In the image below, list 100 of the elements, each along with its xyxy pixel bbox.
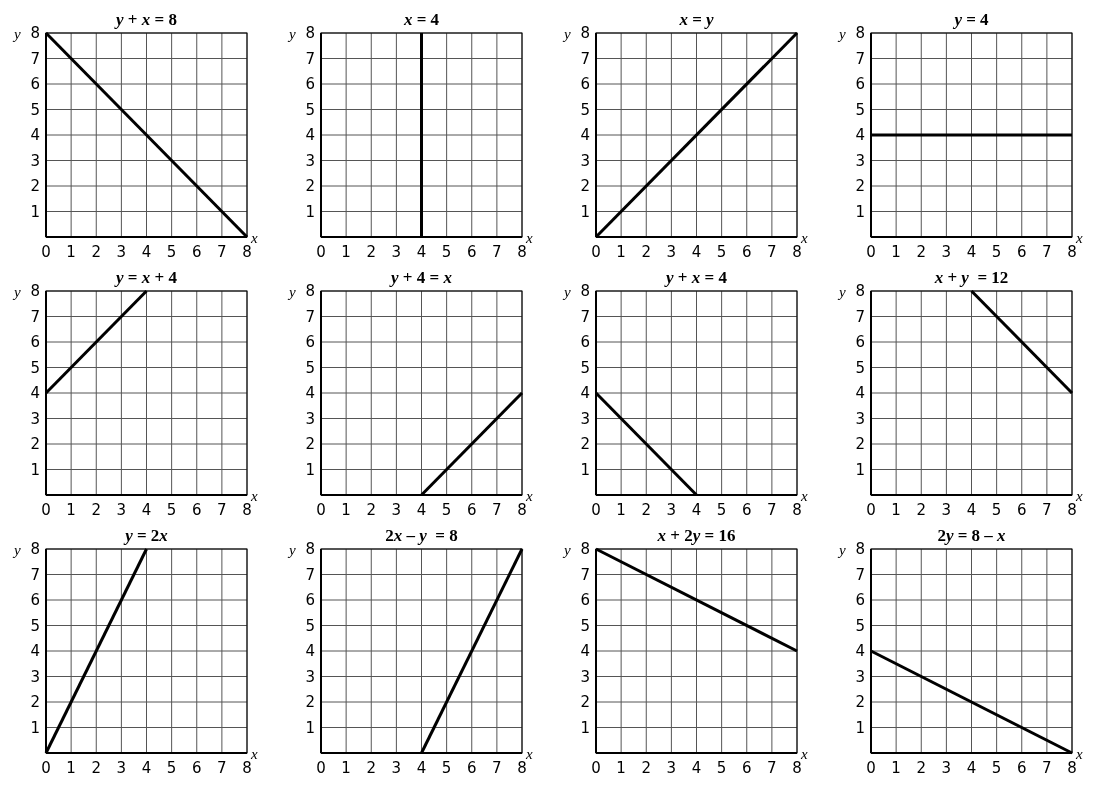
y-tick-label: 4 xyxy=(580,384,590,402)
x-tick-label: 5 xyxy=(991,759,1002,777)
chart-title: y + x = 4 xyxy=(664,268,728,287)
x-tick-label: 3 xyxy=(666,501,677,519)
y-tick-label: 8 xyxy=(30,540,40,558)
y-tick-label: 7 xyxy=(305,49,315,68)
y-tick-label: 8 xyxy=(580,282,590,300)
x-tick-label: 1 xyxy=(341,501,351,519)
y-axis-title: y xyxy=(287,542,296,558)
y-tick-label: 8 xyxy=(855,540,865,558)
y-tick-label: 5 xyxy=(305,358,315,377)
x-tick-label: 7 xyxy=(767,759,777,777)
y-tick-label: 6 xyxy=(855,75,865,93)
y-tick-label: 7 xyxy=(30,565,40,584)
y-tick-label: 3 xyxy=(30,667,40,686)
y-tick-label: 4 xyxy=(580,126,590,144)
y-axis-title: y xyxy=(837,284,846,300)
x-tick-label: 6 xyxy=(741,243,752,261)
x-tick-label: 3 xyxy=(116,501,127,519)
x-tick-label: 6 xyxy=(1016,501,1027,519)
x-axis-title: x xyxy=(525,230,533,246)
y-tick-label: 7 xyxy=(30,49,40,68)
y-tick-label: 3 xyxy=(855,151,865,170)
x-tick-label: 7 xyxy=(767,243,777,261)
x-tick-label: 1 xyxy=(616,243,626,261)
x-tick-label: 2 xyxy=(641,501,652,519)
y-tick-label: 6 xyxy=(580,333,590,351)
x-tick-label: 4 xyxy=(416,759,427,777)
x-tick-label: 4 xyxy=(141,243,152,261)
y-tick-label: 6 xyxy=(855,591,865,609)
x-axis-title: x xyxy=(1075,230,1083,246)
y-axis-title: y xyxy=(12,284,21,300)
y-tick-label: 1 xyxy=(305,460,315,479)
y-tick-label: 4 xyxy=(855,642,865,660)
x-tick-label: 2 xyxy=(91,759,102,777)
y-tick-label: 7 xyxy=(855,307,865,326)
x-tick-label: 2 xyxy=(366,501,377,519)
x-tick-label: 1 xyxy=(891,243,901,261)
y-tick-label: 2 xyxy=(30,693,40,711)
x-tick-label: 1 xyxy=(616,501,626,519)
x-tick-label: 6 xyxy=(741,501,752,519)
x-tick-label: 8 xyxy=(517,243,527,261)
y-tick-label: 5 xyxy=(580,616,590,635)
x-tick-label: 8 xyxy=(792,243,802,261)
x-axis-title: x xyxy=(1075,746,1083,762)
y-tick-label: 8 xyxy=(30,24,40,42)
chart-title: y + x = 8 xyxy=(114,10,177,29)
x-tick-label: 5 xyxy=(166,243,177,261)
y-tick-label: 1 xyxy=(305,202,315,221)
y-tick-label: 3 xyxy=(580,151,590,170)
y-tick-label: 1 xyxy=(30,202,40,221)
x-tick-label: 5 xyxy=(716,243,727,261)
x-tick-label: 0 xyxy=(41,501,51,519)
x-tick-label: 1 xyxy=(66,243,76,261)
y-tick-label: 2 xyxy=(580,177,590,195)
x-tick-label: 3 xyxy=(391,243,402,261)
x-tick-label: 2 xyxy=(641,243,652,261)
y-tick-label: 8 xyxy=(30,282,40,300)
chart-title: 2y = 8 – x xyxy=(937,526,1007,545)
y-tick-label: 3 xyxy=(305,409,315,428)
x-tick-label: 3 xyxy=(391,501,402,519)
y-tick-label: 8 xyxy=(580,24,590,42)
y-axis-title: y xyxy=(287,26,296,42)
x-tick-label: 1 xyxy=(891,759,901,777)
y-tick-label: 5 xyxy=(855,100,865,119)
x-axis-title: x xyxy=(1075,488,1083,504)
x-tick-label: 3 xyxy=(116,759,127,777)
x-tick-label: 0 xyxy=(41,759,51,777)
y-tick-label: 1 xyxy=(580,460,590,479)
x-tick-label: 5 xyxy=(716,501,727,519)
x-tick-label: 8 xyxy=(792,501,802,519)
x-tick-label: 8 xyxy=(517,759,527,777)
x-tick-label: 2 xyxy=(916,501,927,519)
chart-title: x = y xyxy=(678,10,715,29)
y-tick-label: 1 xyxy=(30,718,40,737)
x-tick-label: 4 xyxy=(691,243,702,261)
x-tick-label: 6 xyxy=(466,243,477,261)
chart-title: y = x + 4 xyxy=(114,268,178,287)
x-tick-label: 2 xyxy=(366,759,377,777)
x-axis-title: x xyxy=(800,230,808,246)
y-tick-label: 4 xyxy=(30,384,40,402)
x-tick-label: 0 xyxy=(316,759,326,777)
chart-title: 2x – y = 8 xyxy=(385,526,458,545)
x-tick-label: 6 xyxy=(466,501,477,519)
y-tick-label: 3 xyxy=(855,409,865,428)
x-tick-label: 4 xyxy=(416,501,427,519)
y-tick-label: 7 xyxy=(305,565,315,584)
x-tick-label: 6 xyxy=(741,759,752,777)
x-tick-label: 4 xyxy=(141,759,152,777)
y-tick-label: 7 xyxy=(30,307,40,326)
x-tick-label: 2 xyxy=(916,243,927,261)
y-tick-label: 5 xyxy=(855,616,865,635)
y-tick-label: 8 xyxy=(855,282,865,300)
x-axis-title: x xyxy=(250,230,258,246)
chart-title: y = 4 xyxy=(952,10,990,29)
x-tick-label: 0 xyxy=(591,501,601,519)
x-tick-label: 0 xyxy=(316,243,326,261)
x-tick-label: 8 xyxy=(1067,243,1077,261)
x-tick-label: 6 xyxy=(1016,243,1027,261)
y-tick-label: 8 xyxy=(855,24,865,42)
